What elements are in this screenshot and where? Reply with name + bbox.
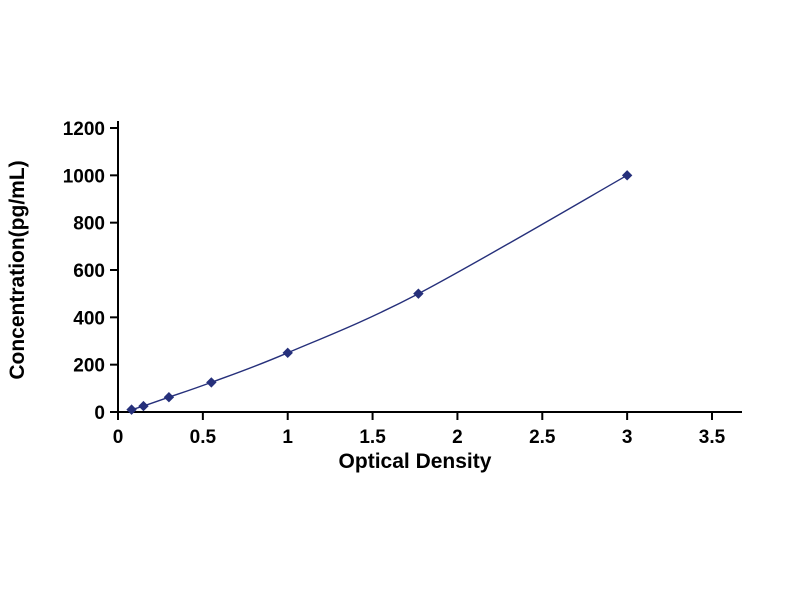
data-point-marker: [163, 392, 175, 403]
curve-line: [131, 174, 628, 411]
x-tick-label: 2: [452, 427, 463, 448]
plot-area: 0 0.5 1 1.5 2 2.5 3 3.5 0 200 400 600 800 1000 1200: [63, 119, 742, 448]
x-tick-label: 3: [622, 427, 633, 448]
y-tick-label: 0: [94, 403, 105, 424]
y-tick-label: 800: [73, 214, 105, 235]
data-point-marker: [413, 288, 424, 299]
y-tick-label: 200: [73, 356, 105, 377]
x-tick-label: 0: [113, 427, 124, 448]
y-tick-label: 400: [73, 308, 105, 329]
x-axis-title: Optical Density: [339, 450, 492, 473]
data-point-marker: [206, 377, 217, 388]
y-axis-title: Concentration(pg/mL): [6, 160, 29, 379]
data-point-marker: [282, 347, 293, 359]
data-point-marker: [138, 400, 149, 412]
x-tick-label: 3.5: [699, 427, 726, 448]
y-tick-label: 600: [73, 261, 105, 282]
data-point-marker: [126, 404, 137, 415]
y-tick-label: 1200: [63, 119, 105, 140]
y-tick-label: 1000: [63, 166, 105, 187]
data-point-marker: [621, 170, 633, 181]
x-tick-label: 2.5: [529, 427, 556, 448]
x-tick-label: 1: [282, 427, 293, 448]
x-tick-label: 1.5: [359, 427, 386, 448]
x-tick-label: 0.5: [190, 427, 217, 448]
